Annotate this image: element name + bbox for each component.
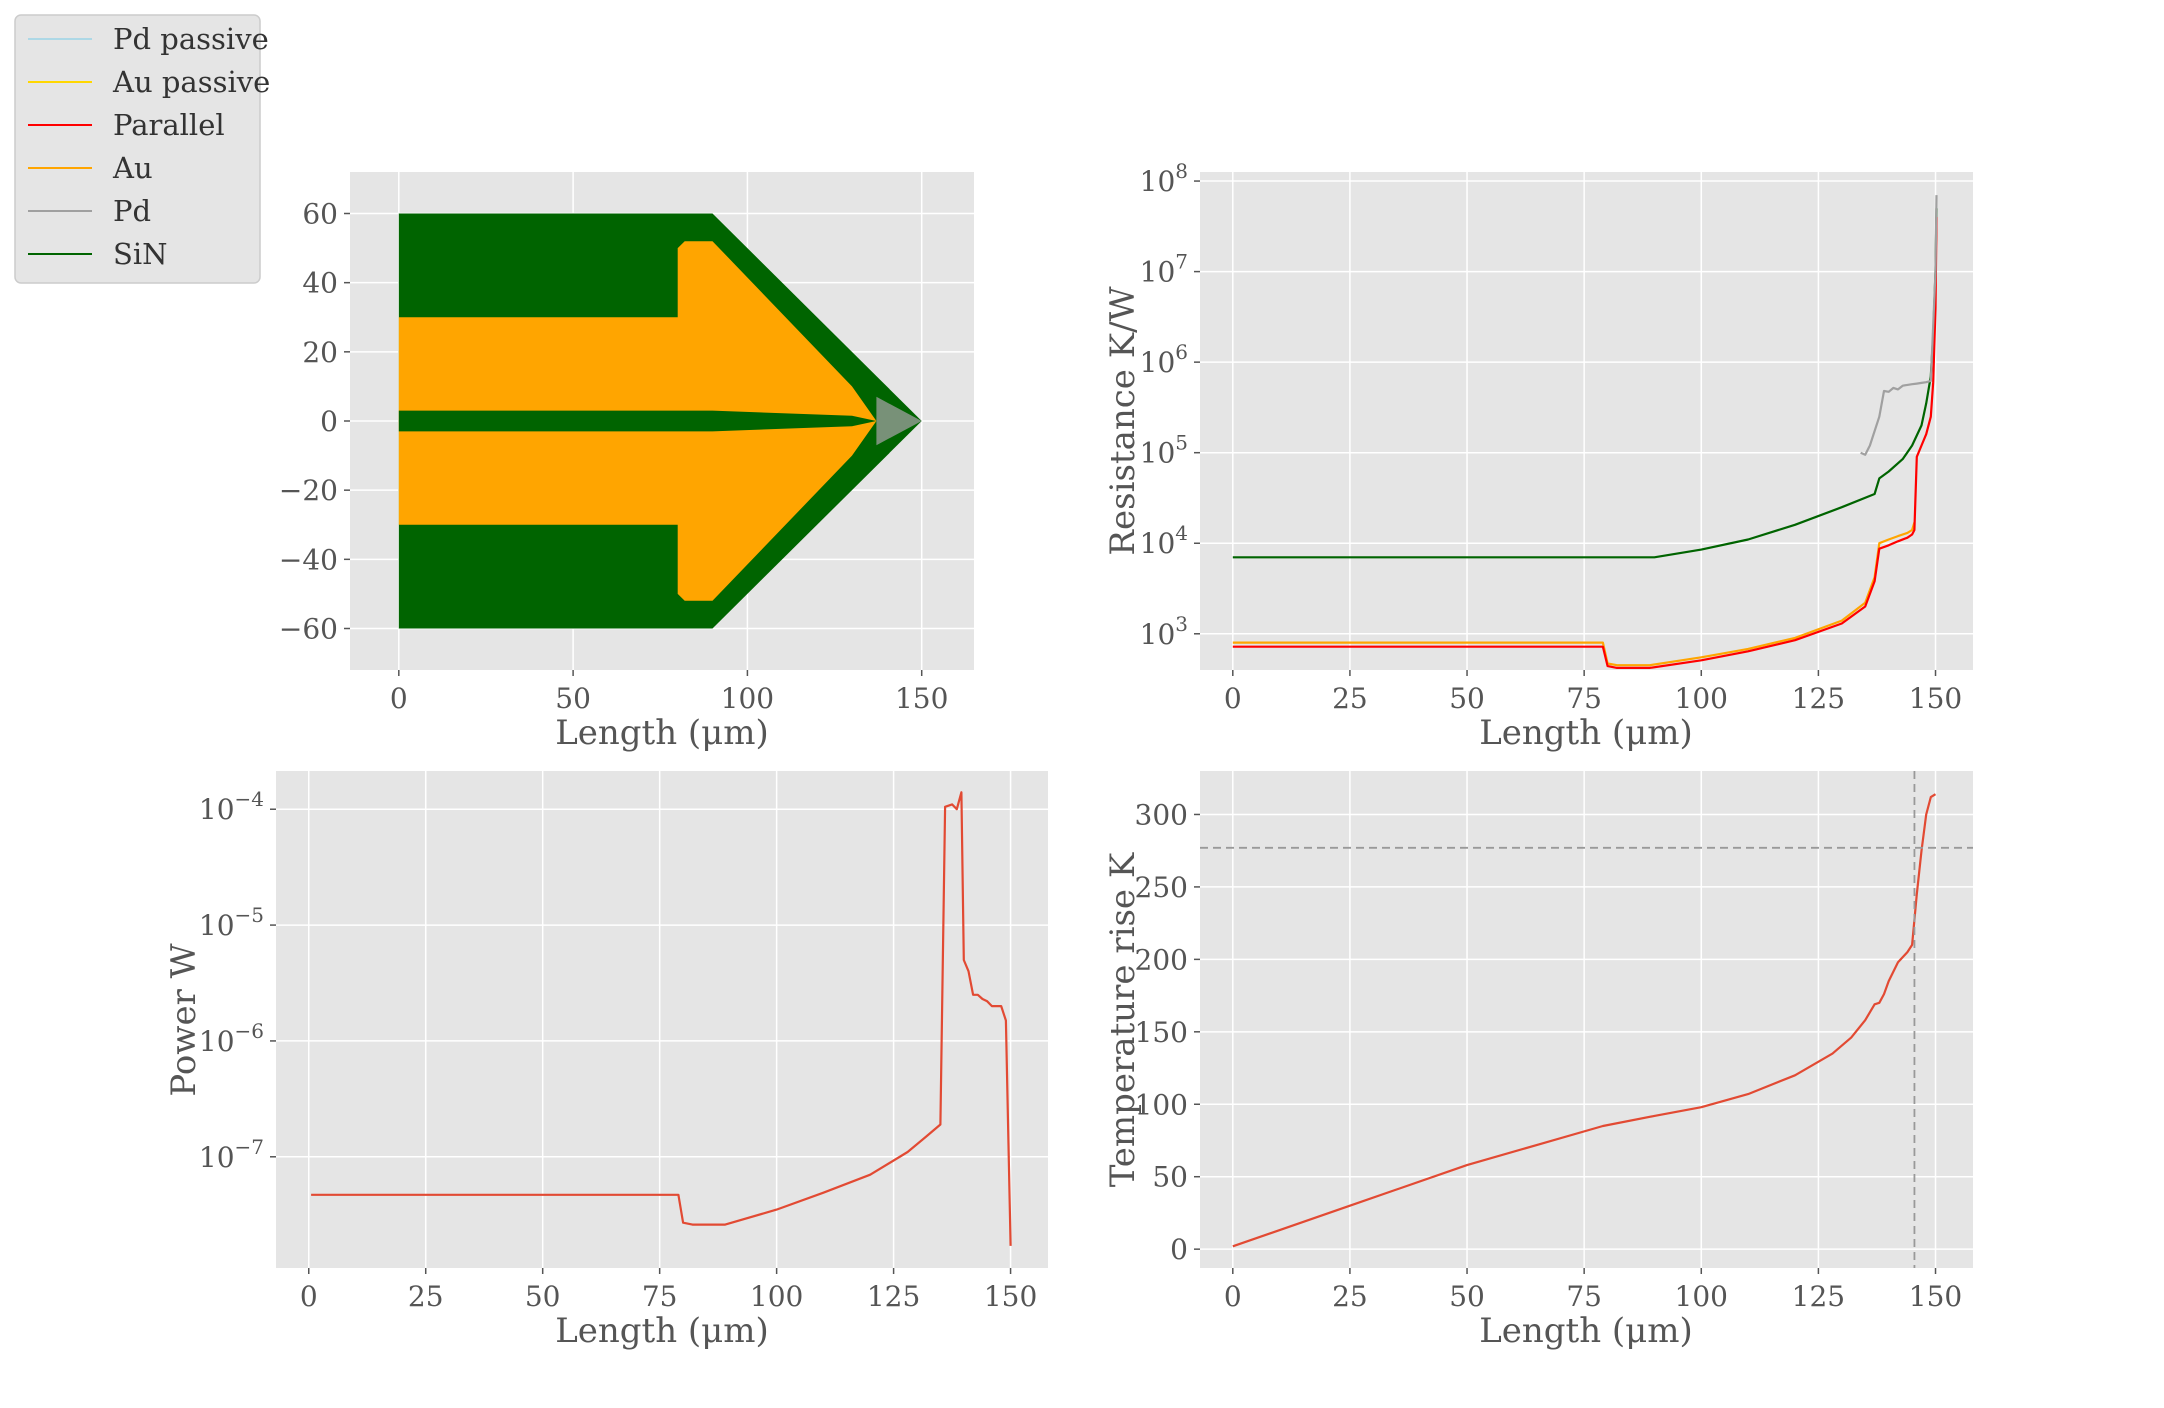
y-tick-label: −60 bbox=[279, 613, 338, 646]
x-tick-label: 75 bbox=[1566, 1280, 1602, 1313]
y-tick-label: 108 bbox=[1140, 159, 1188, 198]
legend: Pd passive Au passive Parallel Au Pd SiN bbox=[14, 14, 270, 284]
line-pd bbox=[1860, 195, 1938, 456]
y-tick-label: 50 bbox=[1152, 1161, 1188, 1194]
y-tick-label: 300 bbox=[1135, 798, 1188, 831]
y-tick-label: 200 bbox=[1135, 943, 1188, 976]
x-tick-label: 0 bbox=[390, 682, 408, 715]
y-tick-label: 10−5 bbox=[199, 903, 264, 942]
y-tick-label: 250 bbox=[1135, 871, 1188, 904]
y-tick-label: 103 bbox=[1140, 612, 1188, 651]
x-tick-label: 100 bbox=[721, 682, 774, 715]
panel-temperature: 0 25 50 75 100 125 150 300 250 200 150 100 50 0 Lengt… bbox=[1103, 771, 1973, 1351]
y-tick-label: 40 bbox=[302, 267, 338, 300]
y-tick-label: 106 bbox=[1140, 340, 1188, 379]
x-tick-label: 50 bbox=[525, 1280, 561, 1313]
x-tick-label: 100 bbox=[1675, 682, 1728, 715]
x-axis-label: Length (μm) bbox=[555, 713, 769, 753]
plot-area bbox=[1200, 771, 1973, 1268]
x-tick-label: 150 bbox=[895, 682, 948, 715]
legend-label-parallel: Parallel bbox=[113, 108, 225, 142]
shape-pd bbox=[876, 396, 922, 446]
series-group bbox=[398, 213, 922, 629]
x-axis-label: Length (μm) bbox=[1479, 713, 1693, 753]
gridlines bbox=[276, 771, 1048, 1268]
line-parallel bbox=[1232, 217, 1938, 670]
x-tick-label: 150 bbox=[1909, 682, 1962, 715]
x-tick-label: 150 bbox=[1909, 1280, 1962, 1313]
y-tick-label: 10−6 bbox=[199, 1019, 264, 1058]
x-tick-label: 125 bbox=[867, 1280, 920, 1313]
ticks: 0 25 50 75 100 125 150 300 250 200 150 100 50 0 bbox=[1135, 798, 1963, 1313]
gridlines bbox=[1200, 771, 1973, 1268]
y-tick-label: −40 bbox=[279, 543, 338, 576]
x-tick-label: 100 bbox=[750, 1280, 803, 1313]
ticks: 0 50 100 150 60 40 20 0 −20 −40 −60 bbox=[279, 198, 949, 716]
y-tick-label: 10−7 bbox=[199, 1135, 264, 1174]
series-group bbox=[1200, 771, 1973, 1268]
line-series bbox=[311, 791, 1012, 1246]
x-tick-label: 50 bbox=[1449, 682, 1485, 715]
ticks: 0 25 50 75 100 125 150 10−4 10−5 10−6 10−7 bbox=[199, 787, 1037, 1313]
y-tick-label: −20 bbox=[279, 474, 338, 507]
panel-power: 0 25 50 75 100 125 150 10−4 10−5 10−6 10−7 Length … bbox=[164, 771, 1048, 1351]
plot-area bbox=[276, 771, 1048, 1268]
series-group bbox=[1232, 195, 1938, 670]
x-axis-label: Length (μm) bbox=[1479, 1311, 1693, 1351]
shape-sin bbox=[398, 410, 877, 432]
y-tick-label: 150 bbox=[1135, 1016, 1188, 1049]
panel-geometry: 0 50 100 150 60 40 20 0 −20 −40 −60 Length (μm) bbox=[279, 172, 974, 753]
y-tick-label: 100 bbox=[1135, 1088, 1188, 1121]
x-tick-label: 50 bbox=[555, 682, 591, 715]
x-tick-label: 50 bbox=[1449, 1280, 1485, 1313]
x-tick-label: 100 bbox=[1675, 1280, 1728, 1313]
y-tick-label: 10−4 bbox=[199, 787, 264, 826]
y-tick-label: 107 bbox=[1140, 250, 1188, 289]
legend-label-pd: Pd bbox=[113, 194, 151, 228]
legend-label-pd-passive: Pd passive bbox=[113, 22, 269, 56]
x-tick-label: 25 bbox=[408, 1280, 444, 1313]
panel-resistance: 0 25 50 75 100 125 150 108 107 106 105 104 103 Lengt… bbox=[1103, 159, 1973, 753]
x-tick-label: 150 bbox=[984, 1280, 1037, 1313]
y-tick-label: 20 bbox=[302, 336, 338, 369]
line-series bbox=[1232, 793, 1937, 1248]
y-axis-label: Temperature rise K bbox=[1103, 852, 1143, 1187]
y-tick-label: 0 bbox=[1170, 1233, 1188, 1266]
y-tick-label: 104 bbox=[1140, 521, 1188, 560]
y-tick-label: 60 bbox=[302, 198, 338, 231]
x-tick-label: 0 bbox=[1224, 1280, 1242, 1313]
y-axis-label: Resistance K/W bbox=[1103, 286, 1143, 555]
legend-label-au: Au bbox=[112, 151, 153, 185]
y-axis-label: Power W bbox=[164, 943, 204, 1096]
x-tick-label: 75 bbox=[642, 1280, 678, 1313]
x-tick-label: 0 bbox=[300, 1280, 318, 1313]
x-tick-label: 25 bbox=[1332, 682, 1368, 715]
x-tick-label: 125 bbox=[1792, 1280, 1845, 1313]
y-tick-label: 105 bbox=[1140, 431, 1188, 470]
y-tick-label: 0 bbox=[320, 405, 338, 438]
x-axis-label: Length (μm) bbox=[555, 1311, 769, 1351]
line-au bbox=[1232, 522, 1916, 667]
legend-label-au-passive: Au passive bbox=[112, 65, 270, 99]
plot-area bbox=[1200, 172, 1973, 670]
gridlines bbox=[1200, 172, 1973, 670]
x-tick-label: 25 bbox=[1332, 1280, 1368, 1313]
series-group bbox=[311, 791, 1012, 1246]
x-tick-label: 75 bbox=[1566, 682, 1602, 715]
x-tick-label: 125 bbox=[1792, 682, 1845, 715]
legend-label-sin: SiN bbox=[113, 237, 168, 271]
ticks: 0 25 50 75 100 125 150 108 107 106 105 104 103 bbox=[1140, 159, 1963, 715]
x-tick-label: 0 bbox=[1224, 682, 1242, 715]
